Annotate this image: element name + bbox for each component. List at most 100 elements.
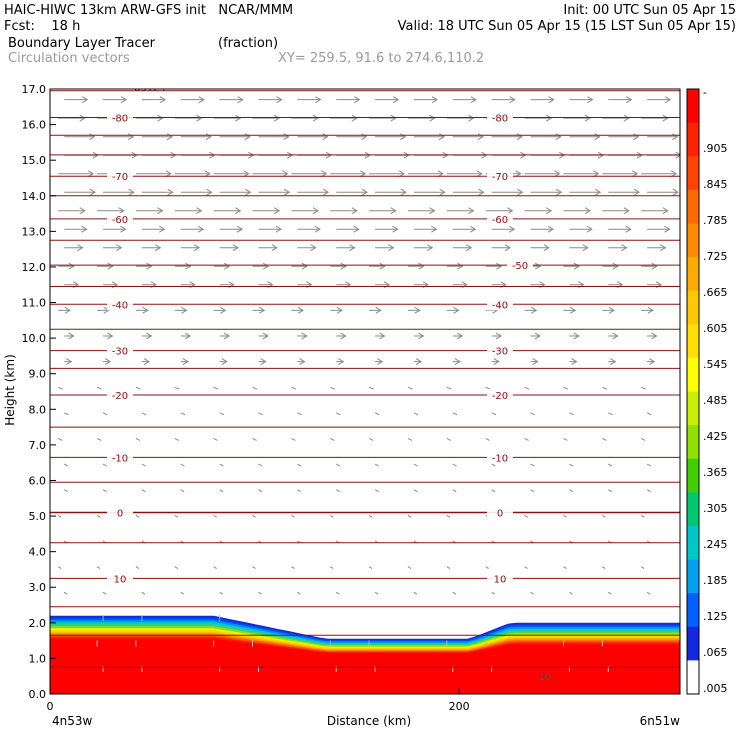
vector-arrowhead xyxy=(196,207,203,215)
vector-arrowhead xyxy=(517,188,524,196)
vector-arrow xyxy=(135,438,141,441)
vector-arrowhead xyxy=(468,207,475,215)
contour-label-bg xyxy=(107,298,133,311)
vector-arrowhead xyxy=(388,244,395,252)
vector-arrowhead xyxy=(322,133,329,141)
vector-arrow xyxy=(63,489,68,493)
contour-label: -40 xyxy=(492,300,508,311)
vector-arrow xyxy=(563,566,567,570)
vector-arrowhead xyxy=(127,133,135,141)
vector-arrowhead xyxy=(181,306,188,314)
vector-arrowhead xyxy=(608,306,615,314)
vector-arrow xyxy=(524,514,528,518)
vector-arrowhead xyxy=(361,188,368,196)
circulation-vectors xyxy=(57,96,680,673)
vector-arrow xyxy=(607,591,612,595)
contour-label-bg xyxy=(107,572,133,585)
vector-arrowhead xyxy=(340,262,347,270)
vector-arrow xyxy=(57,514,62,518)
vector-arrowhead xyxy=(470,225,477,233)
vector-arrow xyxy=(524,438,529,441)
colorbar-label: .785 xyxy=(703,214,728,227)
vector-arrowhead xyxy=(103,306,110,314)
colorbar-label: .665 xyxy=(703,286,728,299)
contour-label-bg xyxy=(107,170,133,183)
vector-arrowhead xyxy=(197,225,205,233)
x-tick-label: 0 xyxy=(47,700,54,713)
vector-arrow xyxy=(491,463,496,467)
vector-arrowhead xyxy=(224,262,231,270)
vector-arrow xyxy=(180,591,185,595)
vector-arrowhead xyxy=(146,332,153,340)
vector-arrow xyxy=(640,566,645,570)
vector-arrowhead xyxy=(262,262,270,270)
vector-arrowhead xyxy=(166,133,174,141)
vector-arrow xyxy=(491,591,495,595)
y-tick-label: 3.0 xyxy=(29,581,47,594)
vector-arrowhead xyxy=(301,332,308,340)
vector-arrowhead xyxy=(273,207,281,215)
vector-arrow xyxy=(135,514,140,518)
vector-arrowhead xyxy=(612,332,619,340)
vector-arrowhead xyxy=(236,225,244,233)
vector-arrowhead xyxy=(584,114,591,122)
vector-arrow xyxy=(452,591,457,595)
vector-arrowhead xyxy=(648,358,656,366)
vector-arrowhead xyxy=(146,262,153,270)
vector-arrow xyxy=(96,386,102,390)
vector-arrow xyxy=(57,566,62,570)
vector-arrowhead xyxy=(454,358,461,366)
contour-label-bg xyxy=(487,344,513,357)
vector-arrow xyxy=(63,463,69,467)
y-tick-label: 15.0 xyxy=(22,154,47,167)
vector-arrow xyxy=(135,566,140,570)
vector-arrow xyxy=(640,438,646,441)
vector-arrowhead xyxy=(456,332,464,340)
vector-arrowhead xyxy=(220,306,227,314)
vector-arrowhead xyxy=(104,358,112,366)
vector-arrowhead xyxy=(534,332,541,340)
vector-arrow xyxy=(374,463,380,467)
vector-arrowhead xyxy=(390,114,397,122)
vector-arrow xyxy=(335,489,340,493)
vector-arrowhead xyxy=(338,358,345,366)
vector-arrow xyxy=(291,438,296,441)
field2-name: Circulation vectors xyxy=(8,51,130,66)
vector-arrowhead xyxy=(675,151,680,159)
vector-arrow xyxy=(219,489,224,493)
vector-arrowhead xyxy=(276,96,283,104)
vector-arrow xyxy=(446,438,452,441)
vector-arrowhead xyxy=(508,225,516,233)
vector-arrow xyxy=(291,386,297,390)
vector-arrow xyxy=(368,566,373,570)
vector-arrowhead xyxy=(390,207,397,215)
vector-arrowhead xyxy=(477,133,484,141)
vector-arrowhead xyxy=(361,133,368,141)
vector-arrowhead xyxy=(81,225,88,233)
vector-arrow xyxy=(219,412,225,416)
vector-arrowhead xyxy=(206,188,213,196)
vector-arrowhead xyxy=(545,207,553,215)
vector-arrow xyxy=(102,463,107,467)
contour-label-bg xyxy=(487,170,513,183)
vector-arrowhead xyxy=(664,96,672,104)
contour-label-bg xyxy=(487,111,513,124)
vector-arrow xyxy=(407,566,412,570)
vector-arrow xyxy=(96,566,101,570)
vector-arrow xyxy=(530,489,535,493)
vector-arrowhead xyxy=(573,332,580,340)
vector-arrow xyxy=(258,412,263,416)
vector-arrow xyxy=(368,438,374,441)
vector-arrow xyxy=(530,412,536,416)
vector-arrowhead xyxy=(555,133,562,141)
vector-arrowhead xyxy=(625,225,632,233)
vector-arrowhead xyxy=(516,133,523,141)
y-tick-label: 14.0 xyxy=(22,190,47,203)
vector-arrow xyxy=(102,489,107,493)
vector-arrow xyxy=(297,412,302,416)
vector-arrowhead xyxy=(107,262,114,270)
vector-arrowhead xyxy=(299,358,306,366)
vector-arrowhead xyxy=(530,306,538,314)
vector-arrow xyxy=(96,514,101,518)
vector-arrow xyxy=(252,566,256,570)
